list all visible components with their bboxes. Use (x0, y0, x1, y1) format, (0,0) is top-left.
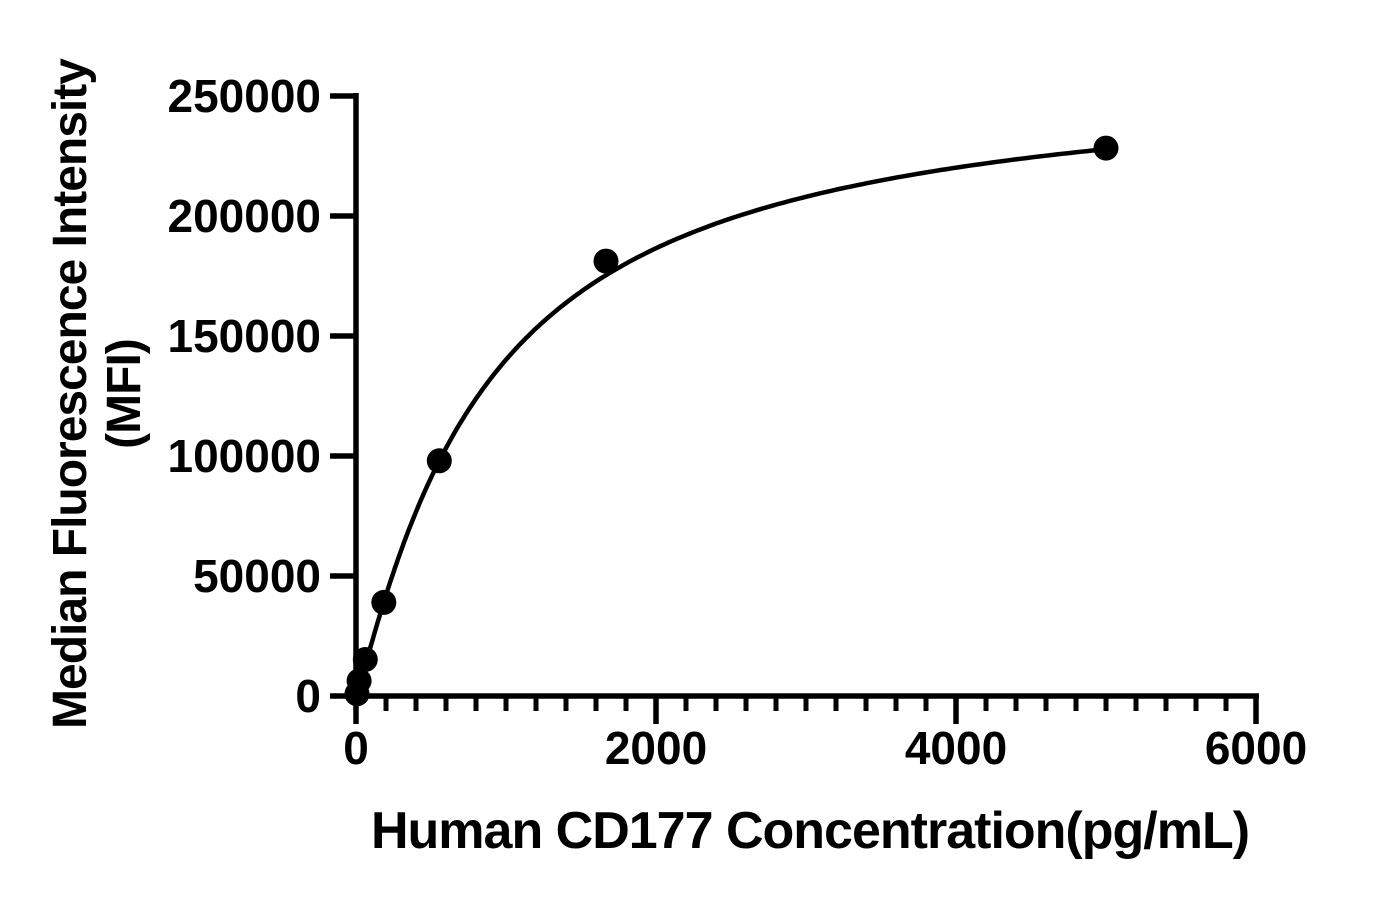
data-point (352, 647, 378, 672)
y-axis-title: Median Fluorescence Intensity (MFI) (44, 14, 152, 774)
y-tick-label: 200000 (168, 190, 322, 242)
y-tick-label: 250000 (168, 70, 322, 122)
data-point (1093, 135, 1119, 161)
y-tick-label: 150000 (168, 310, 322, 362)
x-tick-label: 2000 (605, 722, 707, 774)
fit-curve (354, 146, 1109, 696)
y-tick-label: 0 (295, 670, 321, 722)
y-tick-label: 50000 (193, 550, 321, 602)
data-point (593, 248, 619, 274)
data-point (371, 589, 397, 615)
x-tick-label: 6000 (1205, 722, 1307, 774)
x-axis-title: Human CD177 Concentration(pg/mL) (370, 802, 1250, 860)
x-tick-label: 0 (343, 722, 369, 774)
x-tick-label: 4000 (905, 722, 1007, 774)
data-point (426, 448, 452, 474)
data-point (346, 668, 372, 694)
y-tick-label: 100000 (168, 430, 322, 482)
y-axis-title-line1: Median Fluorescence Intensity (44, 59, 97, 729)
y-axis-title-line2: (MFI) (98, 339, 151, 449)
